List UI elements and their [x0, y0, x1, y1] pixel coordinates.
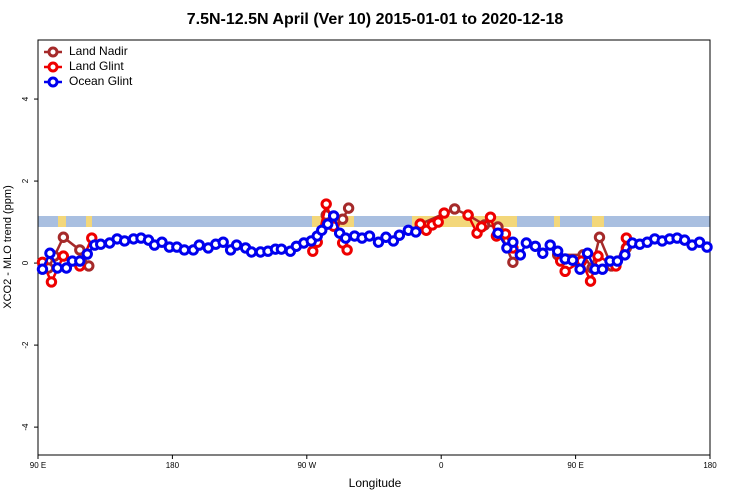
data-point: [118, 235, 131, 247]
y-tick-label: 0: [21, 260, 30, 265]
data-point: [559, 265, 571, 277]
data-point: [581, 247, 594, 259]
data-point: [44, 247, 56, 259]
data-point: [45, 276, 58, 288]
data-point: [462, 209, 474, 221]
data-point: [57, 250, 70, 262]
data-point: [438, 207, 450, 219]
data-point: [492, 227, 504, 239]
data-point: [83, 260, 95, 272]
data-point: [322, 218, 334, 230]
data-point: [307, 245, 319, 257]
data-point: [537, 247, 549, 259]
data-point: [529, 240, 541, 252]
chart-title: 7.5N-12.5N April (Ver 10) 2015-01-01 to …: [187, 11, 564, 28]
data-point: [475, 221, 488, 233]
data-point: [327, 210, 340, 222]
data-point: [592, 250, 604, 262]
data-point: [95, 238, 107, 250]
data-point: [596, 263, 609, 275]
data-point: [551, 245, 564, 257]
data-point: [574, 263, 586, 275]
data-point: [36, 263, 49, 275]
x-tick-label: 90 E: [567, 461, 583, 470]
legend-label: Land Nadir: [69, 44, 128, 58]
data-point: [193, 239, 205, 251]
y-tick-label: -4: [21, 423, 30, 431]
data-point: [514, 249, 527, 261]
data-point: [339, 232, 352, 244]
data-point: [74, 255, 86, 267]
x-tick-label: 180: [703, 461, 717, 470]
data-point: [275, 243, 288, 255]
data-point: [544, 239, 556, 251]
data-point: [393, 229, 406, 241]
data-point: [566, 254, 579, 266]
data-point: [678, 234, 691, 246]
data-point: [372, 236, 385, 248]
data-point: [484, 211, 497, 223]
data-point: [619, 249, 631, 261]
x-tick-label: 0: [439, 461, 444, 470]
data-point: [701, 241, 713, 253]
y-tick-label: 2: [21, 178, 30, 183]
data-point: [611, 255, 624, 267]
x-tick-label: 180: [166, 461, 180, 470]
legend-label: Ocean Glint: [69, 74, 133, 88]
y-tick-label: 4: [21, 96, 30, 101]
legend-marker: [47, 61, 59, 73]
data-point: [448, 203, 461, 215]
data-point: [245, 246, 258, 258]
data-point: [60, 262, 73, 274]
data-point: [230, 239, 243, 251]
data-point: [178, 244, 191, 256]
x-tick-label: 90 E: [30, 461, 46, 470]
data-point: [342, 202, 355, 214]
data-point: [320, 198, 332, 210]
data-point: [432, 216, 444, 228]
data-point: [507, 236, 519, 248]
map-strip: [38, 216, 710, 227]
x-tick-label: 90 W: [297, 461, 316, 470]
data-point: [156, 236, 168, 248]
data-point: [507, 256, 519, 268]
legend-label: Land Glint: [69, 59, 124, 73]
data-point: [341, 244, 353, 256]
data-point: [693, 236, 706, 248]
data-point: [57, 231, 70, 243]
data-point: [51, 262, 64, 274]
data-point: [217, 236, 229, 248]
data-point: [520, 237, 533, 249]
data-point: [81, 248, 93, 260]
legend-marker: [47, 76, 59, 88]
legend-marker: [47, 46, 59, 58]
plot-frame: [37, 39, 711, 456]
data-point: [584, 275, 597, 287]
y-tick-label: -2: [21, 341, 30, 349]
data-point: [336, 213, 349, 225]
data-point: [363, 230, 376, 242]
x-axis-label: Longitude: [349, 476, 402, 490]
data-point: [593, 231, 606, 243]
y-axis-label: XCO2 - MLO trend (ppm): [2, 185, 14, 308]
data-point: [410, 226, 422, 238]
